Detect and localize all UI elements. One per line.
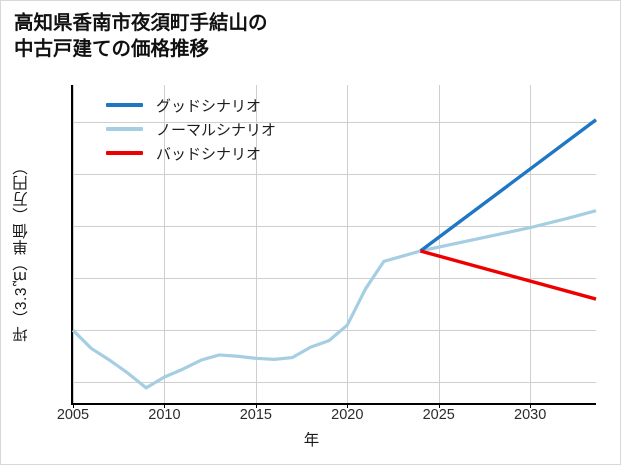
gridline-horizontal bbox=[73, 174, 596, 176]
x-tick-mark bbox=[73, 403, 74, 408]
chart-lines bbox=[71, 118, 598, 390]
gridline-horizontal bbox=[73, 330, 596, 332]
plot-area: 283032343638200520102015202020252030 bbox=[57, 85, 598, 423]
series-line-good bbox=[419, 118, 598, 253]
legend-label-bad: バッドシナリオ bbox=[156, 145, 262, 163]
x-tick-label: 2025 bbox=[422, 407, 455, 423]
y-axis-label: 坪（3.3㎡）単価（万円） bbox=[9, 99, 35, 403]
legend-label-normal: ノーマルシナリオ bbox=[156, 121, 277, 139]
x-tick-label: 2020 bbox=[331, 407, 364, 423]
y-axis-label-text: 坪（3.3㎡）単価（万円） bbox=[13, 159, 30, 343]
x-tick-mark bbox=[164, 403, 166, 408]
y-axis-spine bbox=[71, 85, 73, 403]
gridline-vertical bbox=[530, 85, 532, 403]
series-line-normal bbox=[71, 209, 597, 390]
x-tick-label: 2015 bbox=[239, 407, 272, 423]
legend-item-bad[interactable]: バッドシナリオ bbox=[106, 141, 316, 165]
gridline-horizontal bbox=[73, 382, 596, 384]
legend-label-good: グッドシナリオ bbox=[156, 97, 262, 115]
page-title: 高知県香南市夜須町手結山の 中古戸建ての価格推移 bbox=[14, 12, 268, 61]
x-tick-label: 2010 bbox=[148, 407, 181, 423]
gridline-horizontal bbox=[73, 278, 596, 280]
x-tick-mark bbox=[530, 403, 532, 408]
x-tick-mark bbox=[438, 403, 440, 408]
gridline-vertical bbox=[73, 85, 74, 403]
legend-swatch-normal bbox=[106, 127, 143, 131]
gridline-vertical bbox=[347, 85, 349, 403]
gridline-vertical bbox=[255, 85, 257, 403]
legend-swatch-good bbox=[106, 103, 143, 107]
legend-swatch-bad bbox=[106, 151, 143, 155]
x-tick-label: 2005 bbox=[56, 407, 90, 423]
gridline-horizontal bbox=[73, 122, 596, 124]
legend-item-normal[interactable]: ノーマルシナリオ bbox=[106, 117, 316, 141]
x-tick-mark bbox=[347, 403, 349, 408]
series-line-bad bbox=[420, 249, 597, 301]
x-tick-label: 2030 bbox=[514, 407, 547, 423]
gridline-vertical bbox=[438, 85, 440, 403]
legend-item-good[interactable]: グッドシナリオ bbox=[106, 93, 316, 117]
x-tick-mark bbox=[255, 403, 257, 408]
gridline-horizontal bbox=[73, 226, 596, 228]
x-axis-spine bbox=[71, 403, 596, 405]
chart-legend: グッドシナリオ ノーマルシナリオ バッドシナリオ bbox=[106, 93, 316, 165]
gridline-vertical bbox=[164, 85, 166, 403]
x-axis-label: 年 bbox=[303, 432, 320, 449]
